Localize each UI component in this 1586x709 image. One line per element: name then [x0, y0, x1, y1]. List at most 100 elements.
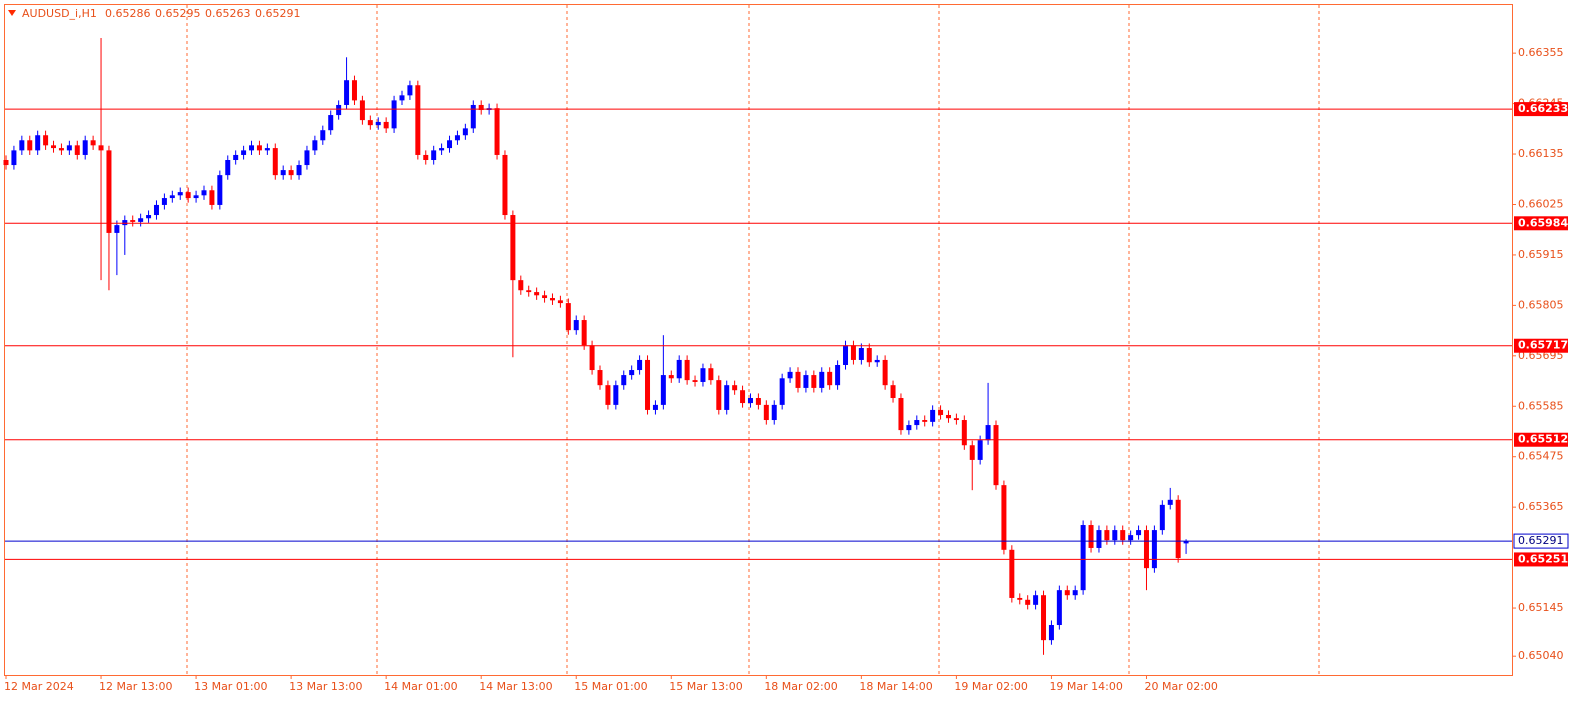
candle-body	[209, 190, 215, 205]
candle-body	[1112, 530, 1118, 541]
candle-body	[161, 198, 167, 205]
candle-body	[146, 215, 152, 219]
candle-body	[874, 359, 880, 363]
candle-body	[565, 303, 571, 331]
level-label-box	[1514, 432, 1568, 447]
x-tick-label: 13 Mar 13:00	[289, 680, 362, 693]
candle-body	[153, 204, 159, 216]
candle-body	[763, 404, 769, 421]
level-label: 0.65717	[1518, 339, 1568, 352]
candle-body	[1009, 549, 1015, 598]
candle-body	[233, 154, 239, 161]
candle-body	[985, 425, 991, 441]
level-label-box	[1514, 552, 1568, 567]
candle-body	[835, 364, 841, 386]
candle-body	[1151, 530, 1157, 569]
candle-body	[58, 148, 64, 151]
candle-body	[264, 148, 270, 151]
candle-body	[629, 370, 635, 376]
y-tick-label: 0.65040	[1518, 649, 1564, 662]
candle-body	[771, 404, 777, 421]
candle-body	[328, 115, 334, 131]
candle-body	[914, 420, 920, 426]
candle-body	[866, 348, 872, 363]
candle-body	[90, 140, 96, 146]
candle-body	[945, 414, 951, 419]
candle-body	[193, 195, 199, 199]
x-tick-label: 19 Mar 02:00	[954, 680, 1027, 693]
candle-body	[811, 375, 817, 388]
y-tick-label: 0.65365	[1518, 500, 1564, 513]
candle-body	[953, 418, 959, 421]
candle-body	[391, 100, 397, 129]
candle-body	[439, 148, 445, 151]
symbol: AUDUSD_i,H1	[22, 7, 97, 20]
y-tick-label: 0.65915	[1518, 248, 1564, 261]
candle-body	[843, 345, 849, 365]
candle-body	[605, 385, 611, 405]
x-tick-label: 12 Mar 2024	[4, 680, 74, 693]
candle-body	[922, 420, 928, 422]
y-tick-label: 0.65805	[1518, 298, 1564, 311]
candle-body	[676, 359, 682, 379]
candle-body	[304, 150, 310, 166]
bid-label-box	[1513, 533, 1569, 549]
candle-body	[19, 140, 25, 151]
candle-body	[1041, 595, 1047, 641]
candle-body	[217, 175, 223, 205]
candle-body	[1048, 625, 1054, 641]
candle-body	[898, 398, 904, 431]
candle-body	[66, 145, 72, 151]
candle-body	[169, 195, 175, 199]
candle-body	[724, 385, 730, 410]
candle-body	[755, 398, 761, 405]
x-tick-label: 12 Mar 13:00	[99, 680, 172, 693]
candle-body	[130, 220, 136, 222]
candle-body	[597, 370, 603, 386]
x-tick-label: 14 Mar 13:00	[479, 680, 552, 693]
x-tick-label: 13 Mar 01:00	[194, 680, 267, 693]
candle-body	[961, 420, 967, 446]
candle-body	[454, 135, 460, 141]
candle-body	[11, 150, 17, 166]
y-tick-label: 0.66025	[1518, 197, 1564, 210]
candle-body	[375, 121, 381, 126]
candle-body	[549, 298, 555, 301]
candle-body	[668, 375, 674, 379]
candle-body	[43, 135, 49, 146]
candle-body	[716, 380, 722, 410]
candle-body	[858, 348, 864, 360]
level-label: 0.65251	[1518, 552, 1568, 565]
header-high: 0.65295	[155, 7, 201, 20]
candle-body	[114, 225, 120, 233]
y-tick-label: 0.65585	[1518, 399, 1564, 412]
candle-body	[1064, 590, 1070, 596]
candle-body	[573, 320, 579, 331]
candle-body	[938, 409, 944, 415]
candle-body	[1175, 499, 1181, 559]
candle-body	[906, 425, 912, 431]
candle-body	[256, 145, 262, 151]
candle-body	[1056, 590, 1062, 626]
y-tick-label: 0.66135	[1518, 147, 1564, 160]
candle-body	[122, 220, 128, 226]
candle-body	[581, 320, 587, 346]
candle-body	[1001, 485, 1007, 550]
candle-body	[312, 140, 318, 151]
candle-body	[542, 295, 548, 299]
candle-body	[336, 104, 342, 116]
x-tick-label: 19 Mar 14:00	[1049, 680, 1122, 693]
candle-body	[249, 145, 255, 151]
candle-body	[320, 130, 326, 141]
candle-body	[850, 345, 856, 360]
candle-body	[510, 215, 516, 281]
candle-body	[351, 80, 357, 101]
candle-body	[272, 148, 278, 176]
candle-body	[827, 371, 833, 386]
candle-body	[344, 80, 350, 105]
candle-body	[280, 170, 286, 176]
candle-body	[138, 218, 144, 222]
candle-body	[1167, 499, 1173, 505]
candle-body	[795, 371, 801, 388]
